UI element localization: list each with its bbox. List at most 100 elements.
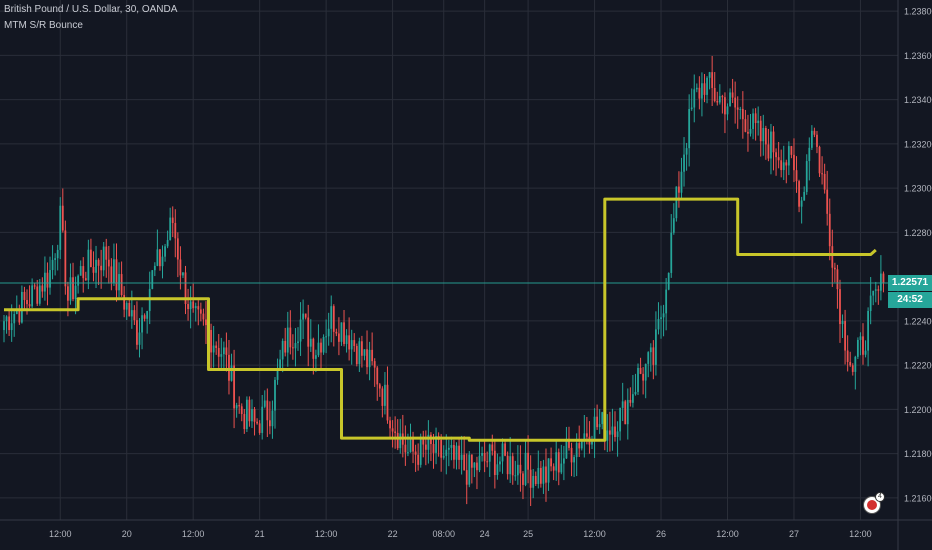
candle-body — [228, 354, 230, 381]
candle-body — [831, 246, 834, 268]
indicator-label[interactable]: MTM S/R Bounce — [4, 20, 83, 31]
candle-body — [565, 438, 568, 459]
candle-body — [205, 319, 207, 326]
candle-body — [299, 319, 302, 342]
candle-body — [514, 475, 517, 477]
candle-body — [557, 452, 560, 473]
candle-body — [833, 267, 836, 270]
candle-body — [335, 331, 338, 334]
candle-body — [238, 405, 241, 407]
candle-body — [422, 436, 425, 445]
candle-body — [642, 373, 645, 381]
candle-body — [803, 191, 806, 201]
candle-body — [107, 259, 110, 267]
event-count-badge: 4 — [875, 492, 885, 502]
us-flag-icon[interactable]: 4 — [863, 492, 885, 514]
candle-body — [680, 171, 683, 193]
y-tick-label: 1.22800 — [904, 228, 932, 238]
candle-body — [718, 96, 721, 103]
candle-body — [499, 461, 501, 465]
candle-body — [759, 120, 762, 142]
candle-body — [629, 399, 632, 403]
candle-body — [409, 438, 412, 453]
candle-body — [182, 272, 184, 276]
candle-body — [13, 314, 16, 324]
candle-body — [361, 341, 363, 356]
candle-body — [179, 259, 182, 276]
candle-body — [44, 272, 46, 292]
candle-body — [450, 445, 453, 448]
candle-body — [291, 347, 294, 349]
candle-body — [626, 399, 629, 425]
candle-body — [128, 302, 131, 317]
candle-body — [386, 384, 389, 421]
candle-body — [585, 433, 588, 437]
candle-body — [782, 162, 785, 171]
candle-body — [575, 443, 578, 458]
candle-body — [366, 349, 368, 368]
candle-body — [424, 444, 427, 450]
candle-body — [826, 189, 829, 214]
candle-body — [355, 345, 358, 365]
candle-body — [240, 406, 243, 415]
candle-body — [662, 313, 665, 318]
candle-body — [21, 291, 23, 323]
candle-body — [56, 249, 59, 259]
candle-body — [447, 447, 450, 450]
candle-body — [146, 311, 149, 319]
candle-body — [312, 338, 315, 359]
candle-body — [396, 432, 399, 449]
candle-body — [647, 352, 650, 364]
candle-body — [683, 154, 685, 172]
candle-body — [568, 438, 570, 448]
candle-body — [49, 270, 51, 288]
candle-body — [757, 120, 760, 124]
candle-body — [736, 107, 739, 110]
candle-body — [245, 399, 248, 430]
candle-body — [391, 428, 394, 432]
candle-body — [859, 336, 862, 340]
last-price-label: 1.22571 — [888, 275, 932, 291]
candle-body — [325, 336, 328, 338]
candle-body — [77, 275, 80, 286]
candle-body — [519, 464, 522, 474]
candle-body — [767, 144, 770, 159]
candle-body — [225, 347, 228, 355]
candle-body — [808, 147, 811, 162]
candle-body — [445, 449, 448, 456]
candle-body — [624, 401, 627, 425]
candle-body — [734, 97, 737, 108]
candle-body — [384, 384, 386, 406]
candle-body — [667, 272, 670, 290]
candle-body — [358, 341, 361, 365]
x-tick-label: 24 — [480, 529, 490, 539]
candle-body — [212, 345, 215, 353]
candle-body — [764, 127, 767, 145]
candle-body — [215, 345, 218, 349]
candle-body — [729, 92, 731, 107]
y-tick-label: 1.23800 — [904, 7, 932, 17]
candle-body — [153, 265, 156, 271]
x-tick-label: 08:00 — [432, 529, 455, 539]
candle-body — [657, 318, 660, 330]
candle-body — [805, 161, 808, 192]
candle-body — [10, 323, 13, 331]
candle-body — [770, 131, 772, 159]
candle-body — [138, 332, 141, 345]
candle-body — [836, 269, 839, 290]
candle-body — [496, 464, 499, 476]
candle-body — [414, 451, 417, 455]
candle-body — [307, 317, 310, 347]
candle-body — [371, 349, 374, 362]
candle-body — [18, 309, 21, 323]
candle-body — [69, 277, 72, 301]
candle-body — [539, 467, 542, 484]
candle-body — [545, 466, 547, 483]
candle-body — [243, 414, 246, 430]
candle-body — [317, 342, 320, 356]
candle-body — [440, 439, 443, 458]
y-tick-label: 1.22000 — [904, 405, 932, 415]
candle-body — [672, 218, 675, 233]
